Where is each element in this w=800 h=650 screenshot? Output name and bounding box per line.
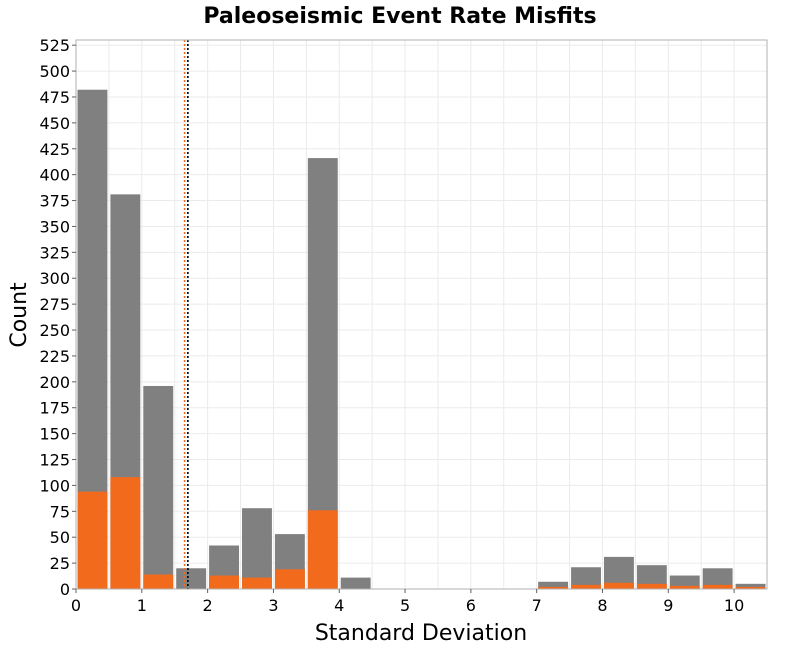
x-tick-label: 6 — [466, 596, 476, 615]
bar-series-1 — [340, 577, 371, 589]
y-tick-label: 175 — [39, 399, 70, 418]
bar-series-1 — [669, 575, 700, 589]
bar-series-2 — [571, 584, 601, 589]
x-tick-label: 2 — [203, 596, 213, 615]
x-tick-label: 1 — [137, 596, 147, 615]
x-tick-label: 7 — [532, 596, 542, 615]
bar-series-2 — [636, 583, 667, 589]
y-axis-ticks: 0 25 50 75 100 125 150 175 200 225 250 275 300 325 350… — [39, 36, 76, 599]
plot-border — [75, 39, 768, 590]
bar-series-1 — [636, 565, 667, 589]
reference-lines — [183, 40, 189, 589]
x-axis-ticks: 0 1 2 3 4 5 6 7 8 9 10 — [71, 589, 744, 615]
bar-series-2 — [77, 491, 108, 589]
y-tick-label: 275 — [39, 295, 70, 314]
x-tick-label: 0 — [71, 596, 81, 615]
plot-background — [76, 40, 767, 589]
x-tick-label: 10 — [724, 596, 744, 615]
y-tick-label: 425 — [39, 140, 70, 159]
y-axis-label: Count — [7, 282, 32, 348]
y-tick-label: 250 — [39, 321, 70, 340]
bar-series-2 — [209, 575, 240, 589]
bar-series-1 — [242, 508, 272, 589]
bar-series-2 — [735, 586, 766, 589]
y-tick-label: 350 — [39, 217, 70, 236]
bar-series-1 — [538, 581, 569, 589]
bar-series-2 — [242, 577, 272, 589]
bar-series-2 — [538, 586, 569, 589]
y-tick-label: 225 — [39, 347, 70, 366]
y-tick-label: 450 — [39, 114, 70, 133]
y-tick-label: 475 — [39, 88, 70, 107]
bar-series-1 — [143, 385, 174, 589]
y-tick-label: 50 — [50, 528, 70, 547]
bar-series-2 — [274, 569, 305, 589]
bar-series-2 — [143, 574, 174, 589]
y-tick-label: 150 — [39, 425, 70, 444]
x-tick-label: 4 — [334, 596, 344, 615]
x-tick-label: 8 — [597, 596, 607, 615]
bars — [77, 89, 766, 590]
y-tick-label: 25 — [50, 554, 70, 573]
chart-title: Paleoseismic Event Rate Misfits — [203, 4, 596, 29]
y-tick-label: 200 — [39, 373, 70, 392]
bar-series-2 — [702, 584, 733, 589]
bar-series-1 — [571, 567, 601, 589]
y-tick-label: 400 — [39, 166, 70, 185]
y-tick-label: 325 — [39, 243, 70, 262]
x-tick-label: 9 — [663, 596, 673, 615]
y-tick-label: 75 — [50, 502, 70, 521]
y-tick-label: 100 — [39, 476, 70, 495]
bar-series-1 — [702, 568, 733, 589]
bar-series-2 — [307, 510, 338, 589]
bar-series-1 — [176, 568, 207, 589]
y-tick-label: 300 — [39, 269, 70, 288]
x-axis-label: Standard Deviation — [315, 621, 527, 646]
bar-series-2 — [603, 582, 634, 589]
y-tick-label: 375 — [39, 192, 70, 211]
y-tick-label: 0 — [60, 580, 70, 599]
y-tick-label: 500 — [39, 62, 70, 81]
x-tick-label: 3 — [268, 596, 278, 615]
bar-series-1 — [735, 583, 766, 589]
bar-series-2 — [110, 477, 141, 589]
y-tick-label: 525 — [39, 36, 70, 55]
x-tick-label: 5 — [400, 596, 410, 615]
bar-series-2 — [669, 585, 700, 589]
y-tick-label: 125 — [39, 451, 70, 470]
